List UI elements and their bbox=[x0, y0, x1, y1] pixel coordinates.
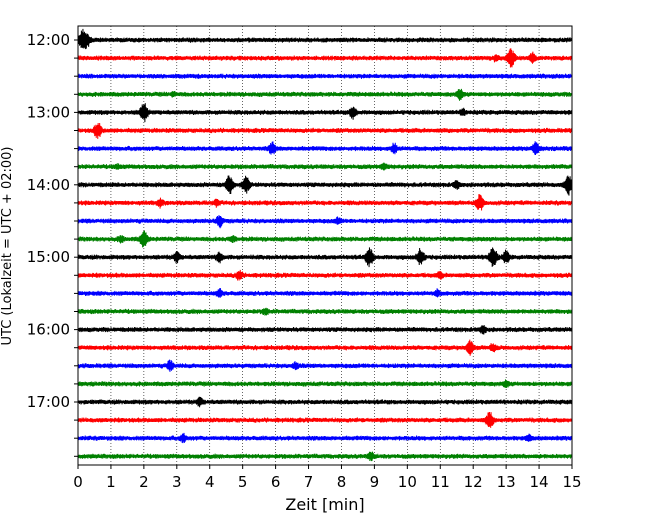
trace-line bbox=[77, 412, 573, 428]
x-tick-label: 11 bbox=[431, 473, 450, 491]
trace-line bbox=[77, 307, 573, 316]
trace-line bbox=[77, 162, 573, 171]
trace-line bbox=[77, 396, 573, 408]
trace-line bbox=[77, 379, 573, 389]
x-tick-label: 10 bbox=[398, 473, 417, 491]
y-tick-label: 16:00 bbox=[27, 321, 70, 339]
trace-line bbox=[77, 451, 573, 462]
trace-line bbox=[77, 141, 573, 156]
x-tick-label: 5 bbox=[238, 473, 248, 491]
trace-line bbox=[77, 215, 573, 229]
trace-line bbox=[77, 103, 573, 123]
trace-line bbox=[77, 73, 573, 79]
trace-line bbox=[77, 88, 573, 101]
y-axis: 12:00 13:00 14:00 15:00 16:00 17:00 bbox=[27, 31, 78, 457]
trace-line bbox=[77, 175, 573, 196]
y-tick-label: 12:00 bbox=[27, 31, 70, 49]
x-tick-label: 14 bbox=[530, 473, 549, 491]
trace-line bbox=[77, 432, 573, 444]
x-tick-label: 4 bbox=[205, 473, 215, 491]
y-axis-title: UTC (Lokalzeit = UTC + 02:00) bbox=[0, 147, 15, 346]
x-axis-title: Zeit [min] bbox=[285, 495, 364, 514]
trace-line bbox=[77, 269, 573, 281]
x-tick-label: 6 bbox=[271, 473, 281, 491]
x-tick-label: 15 bbox=[562, 473, 581, 491]
y-tick-label: 17:00 bbox=[27, 393, 70, 411]
y-tick-label: 15:00 bbox=[27, 248, 70, 266]
trace-line bbox=[77, 339, 573, 356]
traces-layer bbox=[77, 28, 573, 462]
trace-line bbox=[77, 325, 573, 335]
x-tick-label: 12 bbox=[464, 473, 483, 491]
trace-line bbox=[77, 123, 573, 139]
x-tick-label: 0 bbox=[73, 473, 83, 491]
trace-line bbox=[77, 359, 573, 372]
x-tick-label: 9 bbox=[370, 473, 380, 491]
grid-layer bbox=[110, 26, 540, 465]
x-tick-label: 1 bbox=[106, 473, 116, 491]
x-tick-label: 2 bbox=[139, 473, 149, 491]
x-tick-label: 8 bbox=[337, 473, 347, 491]
y-tick-label: 13:00 bbox=[27, 103, 70, 121]
trace-line bbox=[77, 48, 573, 68]
trace-line bbox=[77, 28, 573, 50]
y-tick-label: 14:00 bbox=[27, 176, 70, 194]
x-tick-label: 7 bbox=[304, 473, 314, 491]
x-tick-label: 13 bbox=[497, 473, 516, 491]
x-tick-label: 3 bbox=[172, 473, 182, 491]
plot-frame bbox=[77, 25, 573, 466]
trace-line bbox=[77, 247, 573, 268]
trace-line bbox=[77, 230, 573, 248]
trace-line bbox=[77, 288, 573, 298]
x-axis: 0 1 2 3 4 5 6 7 8 9 10 11 12 13 14 15 bbox=[73, 465, 582, 491]
trace-line bbox=[77, 194, 573, 211]
